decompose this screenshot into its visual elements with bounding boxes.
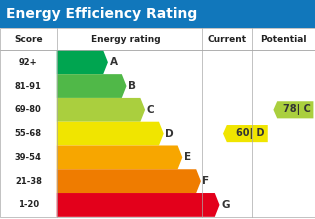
Polygon shape	[57, 74, 127, 98]
Text: D: D	[165, 129, 174, 139]
Polygon shape	[223, 125, 268, 142]
Polygon shape	[57, 193, 220, 217]
Text: 92+: 92+	[19, 58, 38, 67]
Polygon shape	[57, 169, 201, 193]
Text: 60| D: 60| D	[236, 128, 265, 139]
Text: F: F	[203, 176, 209, 186]
Text: A: A	[110, 57, 117, 67]
Text: Energy Efficiency Rating: Energy Efficiency Rating	[6, 7, 198, 21]
Bar	[0, 50, 315, 217]
Polygon shape	[57, 122, 164, 145]
Text: 78| C: 78| C	[283, 104, 311, 115]
Text: 55-68: 55-68	[15, 129, 42, 138]
Polygon shape	[57, 50, 108, 74]
FancyBboxPatch shape	[0, 0, 315, 28]
Text: Score: Score	[14, 35, 43, 44]
Text: Energy rating: Energy rating	[91, 35, 161, 44]
Polygon shape	[57, 98, 145, 122]
Text: 69-80: 69-80	[15, 105, 42, 114]
Text: C: C	[147, 105, 154, 115]
Text: 81-91: 81-91	[15, 81, 42, 90]
Text: Potential: Potential	[260, 35, 307, 44]
Text: 21-38: 21-38	[15, 177, 42, 186]
Text: Current: Current	[207, 35, 246, 44]
Bar	[0, 28, 315, 50]
Text: 1-20: 1-20	[18, 200, 39, 209]
Polygon shape	[57, 145, 182, 169]
Text: G: G	[221, 200, 230, 210]
Text: 39-54: 39-54	[15, 153, 42, 162]
Text: E: E	[184, 152, 191, 162]
Polygon shape	[273, 101, 313, 118]
Text: B: B	[128, 81, 136, 91]
